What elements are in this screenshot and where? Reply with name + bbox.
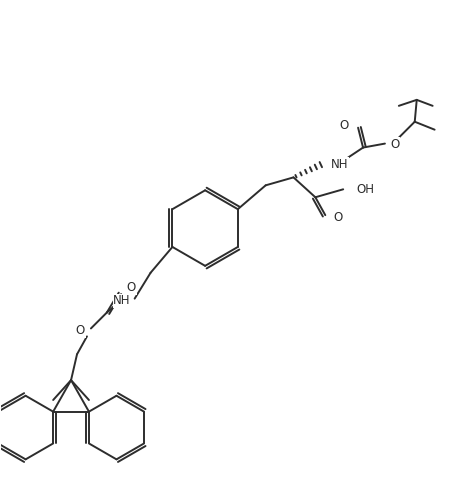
Text: NH: NH bbox=[113, 294, 130, 307]
Text: O: O bbox=[332, 211, 342, 224]
Text: NH: NH bbox=[331, 158, 348, 171]
Text: O: O bbox=[126, 281, 136, 294]
Text: O: O bbox=[389, 138, 398, 151]
Text: O: O bbox=[338, 119, 347, 132]
Text: OH: OH bbox=[355, 183, 373, 196]
Text: O: O bbox=[76, 324, 85, 337]
